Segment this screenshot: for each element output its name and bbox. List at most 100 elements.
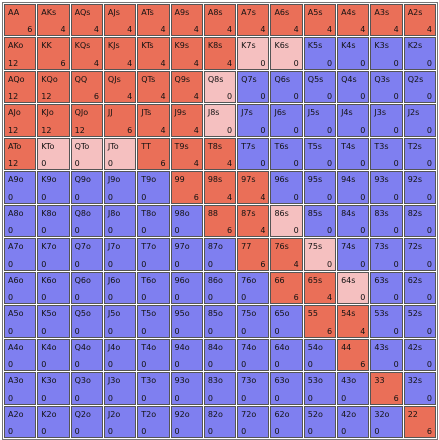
hand-cell[interactable]: 64o 0 bbox=[270, 338, 303, 372]
hand-cell[interactable]: A6s 4 bbox=[270, 4, 303, 37]
hand-cell[interactable]: 54o 0 bbox=[303, 338, 337, 372]
hand-cell[interactable]: JJ 6 bbox=[103, 104, 137, 137]
hand-cell[interactable]: 97s 4 bbox=[237, 171, 270, 204]
hand-cell[interactable]: 82o 0 bbox=[203, 405, 237, 438]
hand-cell[interactable]: 96o 0 bbox=[170, 271, 203, 305]
hand-cell[interactable]: 98s 4 bbox=[203, 171, 237, 204]
hand-cell[interactable]: 87o 0 bbox=[203, 238, 237, 271]
hand-cell[interactable]: QQ 6 bbox=[70, 70, 103, 104]
hand-cell[interactable]: QTo 0 bbox=[70, 137, 103, 171]
hand-cell[interactable]: 92o 0 bbox=[170, 405, 203, 438]
hand-cell[interactable]: T4s 0 bbox=[337, 137, 370, 171]
hand-cell[interactable]: T6o 0 bbox=[137, 271, 170, 305]
hand-cell[interactable]: 94s 0 bbox=[337, 171, 370, 204]
hand-cell[interactable]: 54s 4 bbox=[337, 305, 370, 338]
hand-cell[interactable]: 72s 0 bbox=[403, 238, 436, 271]
hand-cell[interactable]: A4s 4 bbox=[337, 4, 370, 37]
hand-cell[interactable]: J3o 0 bbox=[103, 372, 137, 405]
hand-cell[interactable]: 97o 0 bbox=[170, 238, 203, 271]
hand-cell[interactable]: T5s 0 bbox=[303, 137, 337, 171]
hand-cell[interactable]: J7s 0 bbox=[237, 104, 270, 137]
hand-cell[interactable]: 88 6 bbox=[203, 204, 237, 238]
hand-cell[interactable]: 72o 0 bbox=[237, 405, 270, 438]
hand-cell[interactable]: K3s 0 bbox=[370, 37, 403, 70]
hand-cell[interactable]: 44 6 bbox=[337, 338, 370, 372]
hand-cell[interactable]: KQo 12 bbox=[37, 70, 70, 104]
hand-cell[interactable]: KQs 4 bbox=[70, 37, 103, 70]
hand-cell[interactable]: 32s 0 bbox=[403, 372, 436, 405]
hand-cell[interactable]: ATo 12 bbox=[4, 137, 37, 171]
hand-cell[interactable]: 83o 0 bbox=[203, 372, 237, 405]
hand-cell[interactable]: Q4o 0 bbox=[70, 338, 103, 372]
hand-cell[interactable]: T3s 0 bbox=[370, 137, 403, 171]
hand-cell[interactable]: 92s 0 bbox=[403, 171, 436, 204]
hand-cell[interactable]: 93o 0 bbox=[170, 372, 203, 405]
hand-cell[interactable]: Q8s 0 bbox=[203, 70, 237, 104]
hand-cell[interactable]: 65o 0 bbox=[270, 305, 303, 338]
hand-cell[interactable]: AJs 4 bbox=[103, 4, 137, 37]
hand-cell[interactable]: K2o 0 bbox=[37, 405, 70, 438]
hand-cell[interactable]: Q5o 0 bbox=[70, 305, 103, 338]
hand-cell[interactable]: AQs 4 bbox=[70, 4, 103, 37]
hand-cell[interactable]: AKs 4 bbox=[37, 4, 70, 37]
hand-cell[interactable]: T2s 0 bbox=[403, 137, 436, 171]
hand-cell[interactable]: 86o 0 bbox=[203, 271, 237, 305]
hand-cell[interactable]: KTs 4 bbox=[137, 37, 170, 70]
hand-cell[interactable]: K5o 0 bbox=[37, 305, 70, 338]
hand-cell[interactable]: Q9o 0 bbox=[70, 171, 103, 204]
hand-cell[interactable]: 73s 0 bbox=[370, 238, 403, 271]
hand-cell[interactable]: A2o 0 bbox=[4, 405, 37, 438]
hand-cell[interactable]: Q4s 0 bbox=[337, 70, 370, 104]
hand-cell[interactable]: A5s 4 bbox=[303, 4, 337, 37]
hand-cell[interactable]: K6o 0 bbox=[37, 271, 70, 305]
hand-cell[interactable]: J6s 0 bbox=[270, 104, 303, 137]
hand-cell[interactable]: J5s 0 bbox=[303, 104, 337, 137]
hand-cell[interactable]: 52o 0 bbox=[303, 405, 337, 438]
hand-cell[interactable]: KTo 0 bbox=[37, 137, 70, 171]
hand-cell[interactable]: J7o 0 bbox=[103, 238, 137, 271]
hand-cell[interactable]: 42s 0 bbox=[403, 338, 436, 372]
hand-cell[interactable]: 84o 0 bbox=[203, 338, 237, 372]
hand-cell[interactable]: T7s 0 bbox=[237, 137, 270, 171]
hand-cell[interactable]: J8s 0 bbox=[203, 104, 237, 137]
hand-cell[interactable]: J4o 0 bbox=[103, 338, 137, 372]
hand-cell[interactable]: T3o 0 bbox=[137, 372, 170, 405]
hand-cell[interactable]: T9o 0 bbox=[137, 171, 170, 204]
hand-cell[interactable]: 32o 0 bbox=[370, 405, 403, 438]
hand-cell[interactable]: 73o 0 bbox=[237, 372, 270, 405]
hand-cell[interactable]: 43s 0 bbox=[370, 338, 403, 372]
hand-cell[interactable]: J5o 0 bbox=[103, 305, 137, 338]
hand-cell[interactable]: Q7o 0 bbox=[70, 238, 103, 271]
hand-cell[interactable]: Q2o 0 bbox=[70, 405, 103, 438]
hand-cell[interactable]: 53o 0 bbox=[303, 372, 337, 405]
hand-cell[interactable]: 95o 0 bbox=[170, 305, 203, 338]
hand-cell[interactable]: 83s 0 bbox=[370, 204, 403, 238]
hand-cell[interactable]: TT 6 bbox=[137, 137, 170, 171]
hand-cell[interactable]: K2s 0 bbox=[403, 37, 436, 70]
hand-cell[interactable]: 65s 4 bbox=[303, 271, 337, 305]
hand-cell[interactable]: A8o 0 bbox=[4, 204, 37, 238]
hand-cell[interactable]: J8o 0 bbox=[103, 204, 137, 238]
hand-cell[interactable]: Q9s 4 bbox=[170, 70, 203, 104]
hand-cell[interactable]: K6s 0 bbox=[270, 37, 303, 70]
hand-cell[interactable]: ATs 4 bbox=[137, 4, 170, 37]
hand-cell[interactable]: A7o 0 bbox=[4, 238, 37, 271]
hand-cell[interactable]: T8s 4 bbox=[203, 137, 237, 171]
hand-cell[interactable]: 43o 0 bbox=[337, 372, 370, 405]
hand-cell[interactable]: K3o 0 bbox=[37, 372, 70, 405]
hand-cell[interactable]: A6o 0 bbox=[4, 271, 37, 305]
hand-cell[interactable]: K7o 0 bbox=[37, 238, 70, 271]
hand-cell[interactable]: 98o 0 bbox=[170, 204, 203, 238]
hand-cell[interactable]: JTo 0 bbox=[103, 137, 137, 171]
hand-cell[interactable]: Q6s 0 bbox=[270, 70, 303, 104]
hand-cell[interactable]: 99 6 bbox=[170, 171, 203, 204]
hand-cell[interactable]: QJo 12 bbox=[70, 104, 103, 137]
hand-cell[interactable]: T9s 4 bbox=[170, 137, 203, 171]
hand-cell[interactable]: Q7s 0 bbox=[237, 70, 270, 104]
hand-cell[interactable]: J2o 0 bbox=[103, 405, 137, 438]
hand-cell[interactable]: 66 6 bbox=[270, 271, 303, 305]
hand-cell[interactable]: 63s 0 bbox=[370, 271, 403, 305]
hand-cell[interactable]: T7o 0 bbox=[137, 238, 170, 271]
hand-cell[interactable]: KJo 12 bbox=[37, 104, 70, 137]
hand-cell[interactable]: A9s 4 bbox=[170, 4, 203, 37]
